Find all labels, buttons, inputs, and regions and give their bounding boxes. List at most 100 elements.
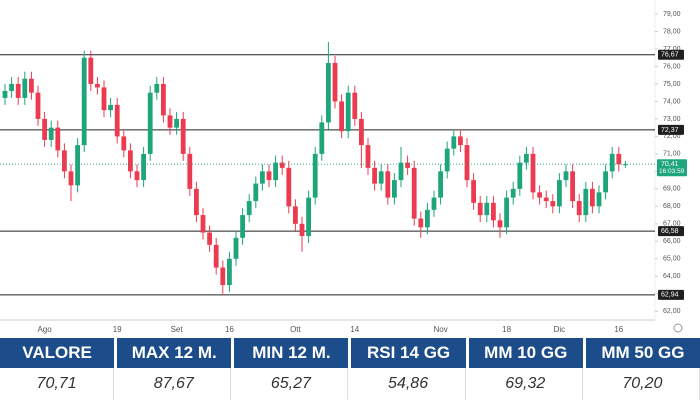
- candle-body: [108, 104, 113, 111]
- candle-body: [121, 136, 127, 151]
- table-cell: 54,86: [351, 368, 466, 400]
- candle-body: [458, 136, 463, 146]
- candle-body: [352, 92, 358, 119]
- table-cell: 87,67: [117, 368, 232, 400]
- candle-body: [405, 162, 410, 168]
- candle-body: [154, 83, 160, 93]
- candle-body: [128, 150, 133, 172]
- candle-body: [418, 218, 424, 228]
- y-tick-label: 64,00: [663, 273, 681, 280]
- candle-body: [425, 209, 430, 228]
- candle-body: [411, 167, 417, 219]
- candle-body: [372, 167, 377, 184]
- candle-body: [62, 150, 67, 172]
- candle-body: [438, 171, 443, 198]
- last-price-label: 70,41: [661, 161, 679, 168]
- y-tick-label: 65,00: [663, 256, 681, 263]
- y-tick-label: 71,00: [663, 151, 681, 158]
- table-header: MM 50 GG: [585, 338, 700, 368]
- candle-body: [233, 237, 239, 259]
- table-header: MAX 12 M.: [117, 338, 232, 368]
- candle-body: [312, 153, 318, 198]
- candle-body: [563, 171, 569, 181]
- x-tick-label: Ago: [37, 325, 52, 334]
- candle-body: [609, 153, 615, 172]
- candle-body: [378, 171, 384, 184]
- y-tick-label: 67,00: [663, 221, 681, 228]
- y-tick-label: 78,00: [663, 28, 681, 35]
- candle-body: [293, 206, 298, 224]
- candle-body: [161, 83, 166, 116]
- candle-body: [55, 127, 61, 151]
- y-tick-label: 62,00: [663, 308, 681, 315]
- candle-body: [590, 188, 595, 207]
- table-cell: 70,20: [586, 368, 700, 400]
- candle-body: [167, 115, 173, 128]
- level-label-box: [658, 124, 684, 135]
- candle-body: [22, 78, 28, 98]
- candle-body: [187, 153, 193, 189]
- last-price-time: 16:03:59: [659, 168, 685, 175]
- candle-body: [29, 78, 34, 93]
- candle-body: [537, 192, 542, 198]
- settings-icon[interactable]: [673, 323, 683, 333]
- candle-body: [266, 171, 272, 181]
- candle-body: [332, 62, 338, 102]
- candle-body: [451, 136, 457, 149]
- candle-body: [431, 197, 437, 210]
- y-tick-label: 69,00: [663, 186, 681, 193]
- level-label: 72,37: [661, 127, 679, 134]
- candle-body: [603, 171, 608, 193]
- candle-body: [385, 171, 391, 198]
- candle-body: [392, 180, 397, 198]
- level-label: 66,58: [661, 228, 679, 235]
- candle-body: [504, 197, 509, 228]
- last-price-box: [657, 159, 687, 177]
- candle-body: [246, 201, 252, 216]
- candle-body: [444, 148, 450, 172]
- candle-body: [286, 167, 292, 207]
- candle-body: [220, 267, 226, 286]
- candle-body: [68, 171, 74, 186]
- candle-body: [616, 153, 622, 165]
- y-tick-label: 68,00: [663, 203, 681, 210]
- candle-body: [35, 92, 41, 119]
- candle-body: [365, 145, 371, 168]
- candle-body: [213, 244, 219, 268]
- candle-body: [207, 232, 212, 245]
- candle-body: [194, 188, 199, 216]
- candle-body: [398, 162, 404, 181]
- x-tick-label: Dic: [554, 325, 566, 334]
- table-header: RSI 14 GG: [351, 338, 466, 368]
- table-cell: 65,27: [234, 368, 349, 400]
- candle-body: [484, 202, 490, 216]
- candle-body: [306, 197, 311, 237]
- candle-body: [95, 83, 100, 88]
- candle-body: [88, 57, 94, 84]
- candle-body: [101, 87, 107, 111]
- x-tick-label: 14: [350, 325, 359, 334]
- candle-body: [200, 215, 206, 233]
- candle-body: [497, 220, 503, 228]
- level-label-box: [658, 226, 684, 237]
- candle-body: [174, 118, 179, 128]
- candle-body: [477, 202, 483, 216]
- candle-body: [273, 162, 278, 181]
- candle-body: [279, 162, 285, 168]
- candle-body: [491, 202, 496, 221]
- x-tick-label: Set: [171, 325, 184, 334]
- candle-body: [2, 90, 8, 98]
- candle-body: [623, 164, 628, 166]
- x-tick-label: 16: [614, 325, 623, 334]
- x-tick-label: 19: [113, 325, 122, 334]
- candle-body: [583, 188, 589, 216]
- candle-body: [134, 171, 140, 181]
- level-label: 76,67: [661, 52, 679, 59]
- candle-body: [471, 180, 476, 203]
- y-tick-label: 79,00: [663, 11, 681, 18]
- candle-body: [517, 162, 523, 189]
- candle-body: [253, 183, 259, 202]
- y-tick-label: 77,00: [663, 46, 681, 53]
- table-cell: 69,32: [469, 368, 583, 400]
